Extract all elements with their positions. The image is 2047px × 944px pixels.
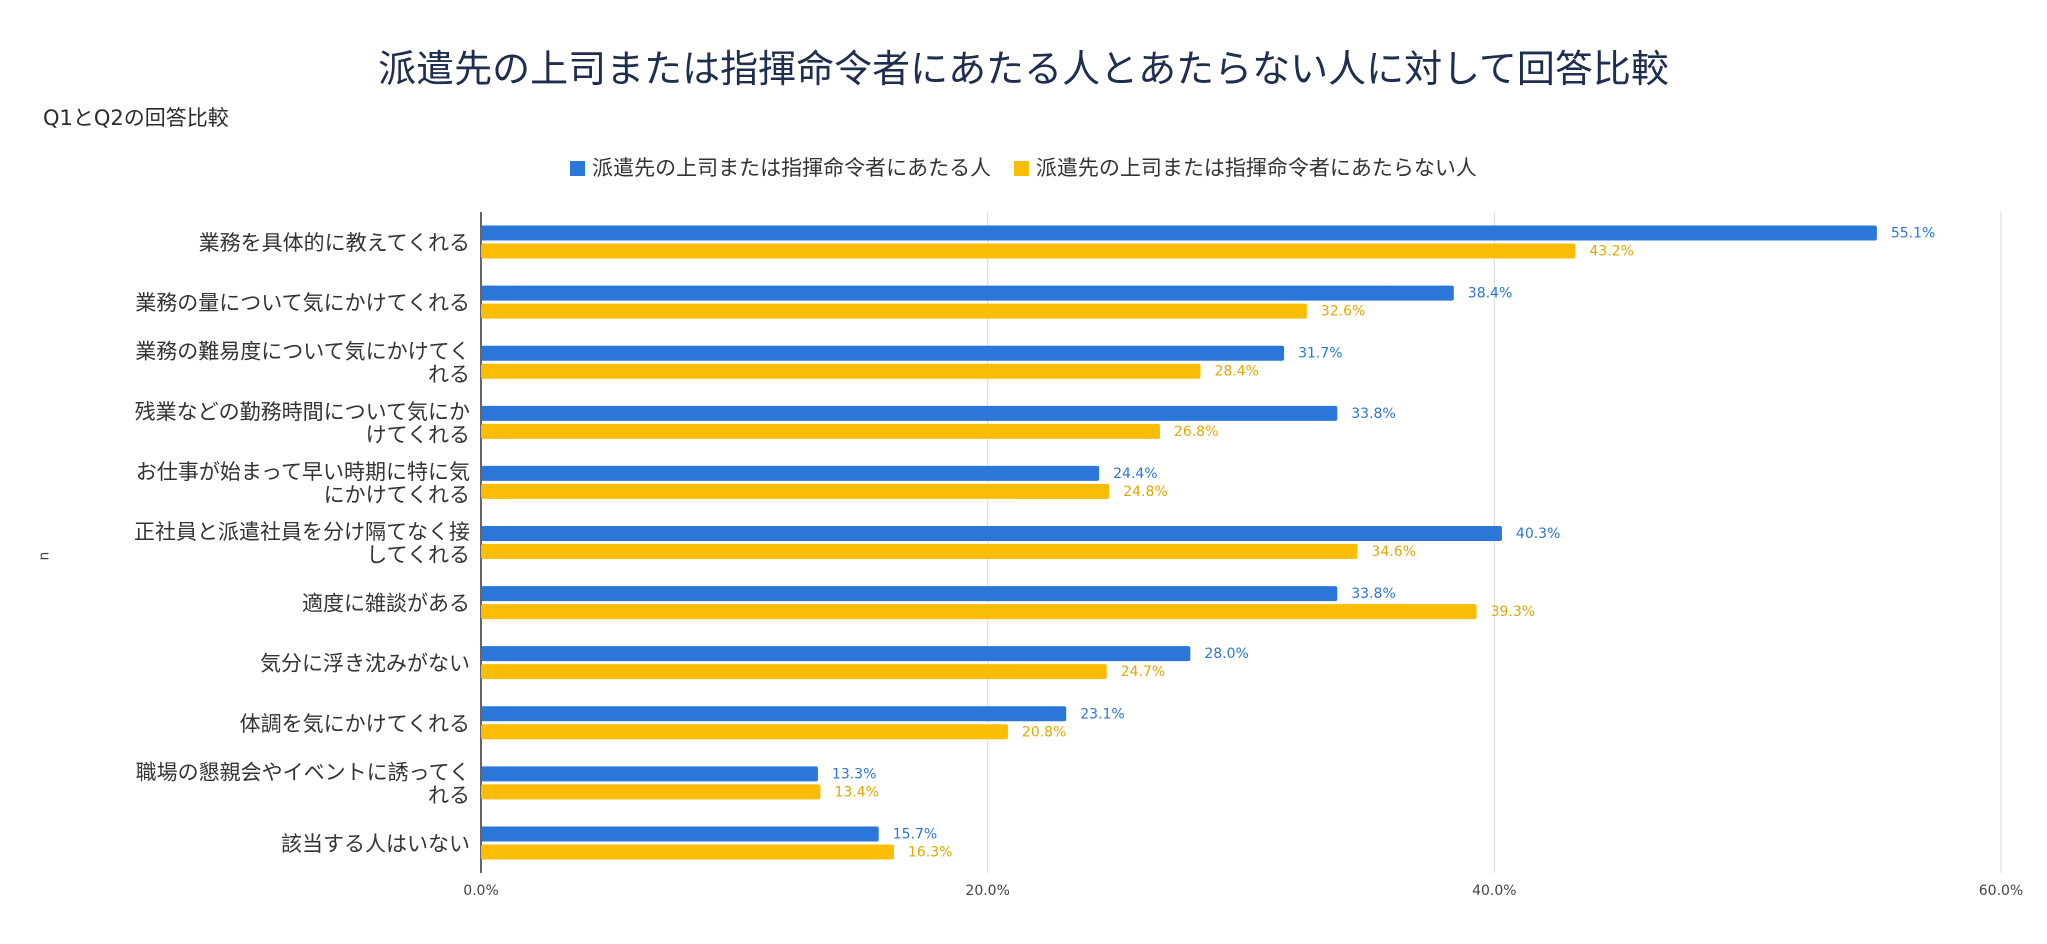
category-label: 業務の難易度について気にかけてくれる [135, 340, 470, 387]
data-label-series-1: 24.4% [1113, 466, 1157, 482]
data-label-series-1: 15.7% [893, 826, 937, 842]
category-label: 体調を気にかけてくれる [240, 712, 470, 736]
bar-series-2 [481, 844, 894, 860]
data-label-series-1: 38.4% [1468, 286, 1512, 302]
bar-series-1 [481, 225, 1877, 241]
legend-item-series-2[interactable]: 派遣先の上司または指揮命令者にあたらない人 [1013, 152, 1477, 182]
category-label: 業務の量について気にかけてくれる [135, 291, 470, 315]
bar-series-2 [481, 664, 1107, 680]
bar-series-1 [481, 285, 1454, 301]
bar-series-2 [481, 303, 1307, 319]
bar-series-2 [481, 544, 1358, 559]
data-label-series-2: 39.3% [1491, 604, 1535, 620]
x-tick-label: 40.0% [1472, 883, 1516, 899]
bar-series-2 [481, 724, 1008, 740]
bar-series-1 [481, 405, 1338, 421]
legend-item-series-1[interactable]: 派遣先の上司または指揮命令者にあたる人 [570, 152, 991, 182]
data-label-series-2: 13.4% [834, 784, 878, 800]
chart-subtitle: Q1とQ2の回答比較 [43, 106, 229, 130]
data-label-series-1: 28.0% [1204, 646, 1248, 662]
bar-series-1 [481, 706, 1067, 722]
data-label-series-1: 40.3% [1516, 526, 1560, 542]
bar-series-1 [481, 465, 1100, 481]
x-tick-label: 60.0% [1979, 883, 2023, 899]
category-label: 職場の懇親会やイベントに誘ってくれる [136, 760, 470, 807]
bar-series-2 [481, 483, 1110, 499]
data-label-series-2: 28.4% [1214, 364, 1258, 380]
bar-series-1 [481, 586, 1338, 602]
bar-series-1 [481, 826, 879, 842]
data-label-series-2: 32.6% [1321, 304, 1365, 320]
legend-label-series-2: 派遣先の上司または指揮命令者にあたらない人 [1035, 156, 1477, 180]
data-label-series-2: 24.7% [1121, 664, 1165, 680]
data-label-series-1: 55.1% [1891, 226, 1935, 242]
legend: 派遣先の上司または指揮命令者にあたる人 派遣先の上司または指揮命令者にあたらない… [0, 152, 2047, 182]
bar-series-1 [481, 646, 1191, 662]
data-label-series-2: 26.8% [1174, 424, 1218, 440]
legend-label-series-1: 派遣先の上司または指揮命令者にあたる人 [592, 156, 992, 180]
category-label: 残業などの勤務時間について気にかけてくれる [135, 400, 470, 447]
bar-series-2 [481, 604, 1477, 620]
category-label: 気分に浮き沈みがない [260, 652, 470, 676]
x-tick-label: 0.0% [463, 883, 499, 899]
category-label: 該当する人はいない [281, 832, 470, 856]
data-label-series-1: 33.8% [1351, 406, 1395, 422]
data-label-series-2: 43.2% [1589, 244, 1633, 260]
data-label-series-1: 31.7% [1298, 346, 1342, 362]
data-label-series-2: 16.3% [908, 844, 952, 860]
chart-title: 派遣先の上司または指揮命令者にあたる人とあたらない人に対して回答比較 [378, 47, 1669, 91]
data-label-series-2: 20.8% [1022, 724, 1066, 740]
data-label-series-1: 13.3% [832, 766, 876, 782]
category-label: 正社員と派遣社員を分け隔てなく接してくれる [134, 520, 470, 567]
data-label-series-2: 34.6% [1372, 544, 1416, 560]
x-tick-label: 20.0% [965, 883, 1009, 899]
data-label-series-2: 24.8% [1123, 484, 1167, 500]
category-label: お仕事が始まって早い時期に特に気にかけてくれる [136, 460, 470, 507]
legend-swatch-series-1 [570, 161, 586, 176]
data-label-series-1: 23.1% [1080, 706, 1124, 722]
data-label-series-1: 33.8% [1351, 586, 1395, 602]
bar-series-1 [481, 345, 1285, 361]
bar-series-1 [481, 526, 1502, 541]
legend-swatch-series-2 [1013, 161, 1029, 176]
bar-series-2 [481, 784, 821, 800]
bar-series-1 [481, 766, 818, 782]
category-label: 適度に雑談がある [302, 592, 470, 616]
bar-series-2 [481, 243, 1576, 259]
bar-series-2 [481, 363, 1201, 379]
bar-series-2 [481, 423, 1160, 439]
category-label: 業務を具体的に教えてくれる [199, 231, 470, 255]
